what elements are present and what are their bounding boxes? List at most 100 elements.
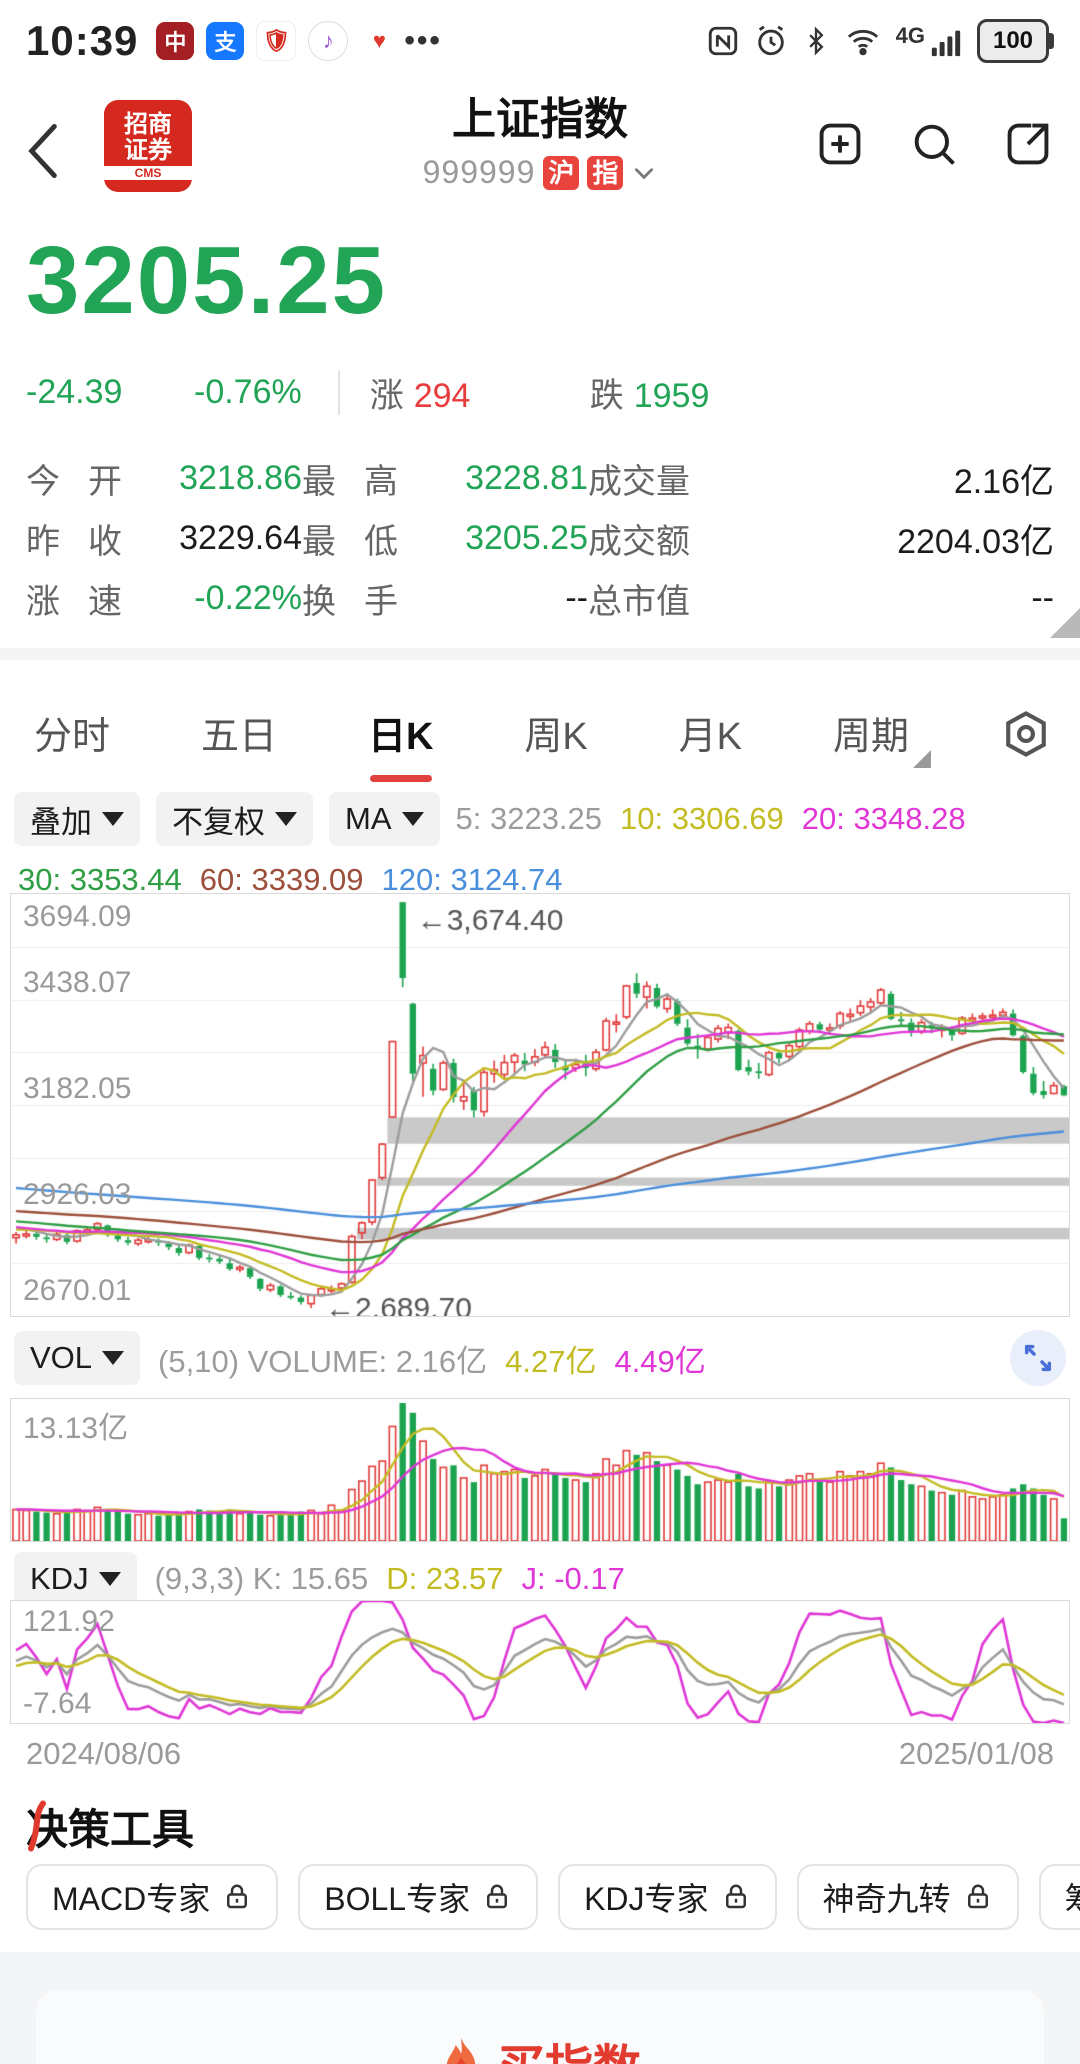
chevron-down-icon [635, 167, 654, 179]
tab-period[interactable]: 周期 [833, 705, 931, 768]
change-value: -24.39 [26, 373, 123, 411]
stat-label: 最高 [302, 462, 398, 501]
bank-app-icon: 中 [156, 22, 195, 60]
kdj-j-value: J: -0.17 [521, 1561, 625, 1596]
bluetooth-icon [802, 24, 830, 58]
stat-label: 成交量 [588, 462, 690, 501]
date-end: 2025/01/08 [898, 1736, 1054, 1771]
battery-icon: 100 [977, 19, 1054, 63]
notification-app-icons: 中 支 🛡 ♪ ♥ [156, 21, 399, 61]
share-button[interactable] [1002, 118, 1054, 170]
lock-icon [227, 1884, 248, 1909]
ma10-value: 10: 3306.69 [620, 801, 784, 836]
decision-tool-chips: MACD专家 BOLL专家 KDJ专家 神奇九转 筹码分布 [26, 1864, 1080, 1930]
candlestick-canvas[interactable] [11, 894, 1069, 1316]
decision-tools-accent [28, 1800, 46, 1852]
price-axis-label: 2926.03 [23, 1178, 132, 1211]
stat-label: 昨收 [26, 522, 122, 561]
stat-value-high: 3228.81 [465, 458, 588, 497]
ma20-value: 20: 3348.28 [801, 801, 966, 836]
fullscreen-button[interactable] [1010, 1330, 1066, 1386]
kdj-axis-max: 121.92 [23, 1605, 115, 1638]
kdj-canvas[interactable] [11, 1601, 1069, 1723]
chart-settings-button[interactable] [1000, 708, 1052, 760]
change-row: -24.39 -0.76% 涨 294 跌 1959 [26, 368, 1054, 417]
price-axis-label: 2670.01 [23, 1274, 132, 1307]
stat-label: 最低 [302, 522, 398, 561]
advancers: 涨 294 [369, 377, 471, 415]
caret-down-icon [401, 812, 424, 826]
date-start: 2024/08/06 [26, 1736, 182, 1771]
buy-index-card[interactable]: 买指数 [36, 1990, 1044, 2064]
stat-label: 成交额 [588, 522, 690, 561]
volume-chart-panel[interactable]: 13.13亿 [10, 1398, 1070, 1542]
overlay-dropdown[interactable]: 叠加 [14, 792, 140, 846]
stat-value-market-cap: -- [1031, 578, 1054, 617]
market-badge-sh: 沪 [543, 155, 580, 190]
expand-stats-handle[interactable] [1050, 608, 1080, 638]
volume-header: VOL (5,10) VOLUME: 2.16亿 4.27亿 4.49亿 [14, 1330, 1066, 1386]
period-tab-bar: 分时 五日 日K 周K 月K 周期 [0, 688, 1080, 780]
decliners: 跌 1959 [589, 377, 710, 415]
clock-time: 10:39 [26, 17, 139, 64]
signal-icon: 4G [896, 23, 963, 59]
back-button[interactable] [26, 122, 60, 180]
volume-current: (5,10) VOLUME: 2.16亿 [158, 1343, 488, 1379]
stat-value-volume: 2.16亿 [953, 462, 1054, 501]
price-axis-label: 3438.07 [23, 966, 132, 999]
cms-securities-logo[interactable]: 招商 证券 CMS [104, 100, 192, 192]
status-bar: 10:39 中 支 🛡 ♪ ♥ ••• 4G [0, 0, 1080, 82]
vol-dropdown[interactable]: VOL [14, 1331, 141, 1385]
app-header: 招商 证券 CMS 上证指数 999999 沪 指 [0, 92, 1080, 232]
tool-chip-nine-turns[interactable]: 神奇九转 [796, 1864, 1019, 1930]
tab-daily-k[interactable]: 日K [368, 705, 433, 764]
ma60-value: 60: 3339.09 [199, 862, 364, 897]
alarm-icon [754, 24, 788, 58]
caret-down-icon [98, 1572, 121, 1586]
stat-value-prev-close: 3229.64 [179, 518, 302, 557]
tool-chip-macd[interactable]: MACD专家 [26, 1864, 279, 1930]
stat-label: 今开 [26, 462, 122, 501]
stock-code-row[interactable]: 999999 沪 指 [0, 154, 1080, 191]
decision-tools-title: 决策工具 [26, 1796, 194, 1857]
kdj-k-value: (9,3,3) K: 15.65 [154, 1561, 369, 1596]
ma30-value: 30: 3353.44 [18, 862, 182, 897]
caret-down-icon [102, 1351, 125, 1365]
date-axis: 2024/08/06 2025/01/08 [0, 1736, 1080, 1772]
add-to-watchlist-button[interactable] [814, 118, 866, 170]
ma-dropdown[interactable]: MA [329, 792, 440, 846]
tool-chip-partial[interactable]: 筹码分布 [1038, 1864, 1080, 1930]
tab-five-day[interactable]: 五日 [200, 715, 277, 758]
tab-minute[interactable]: 分时 [34, 715, 111, 758]
ma120-value: 120: 3124.74 [381, 862, 563, 897]
wifi-icon [844, 24, 882, 58]
caret-down-icon [275, 812, 297, 826]
kdj-dropdown[interactable]: KDJ [14, 1552, 137, 1606]
tab-monthly-k[interactable]: 月K [678, 715, 743, 758]
volume-axis-max: 13.13亿 [23, 1412, 129, 1445]
caret-down-icon [102, 812, 124, 826]
stat-value-low: 3205.25 [465, 518, 588, 557]
health-app-icon: ♥ [360, 22, 399, 60]
kdj-chart-panel[interactable]: 121.92 -7.64 [10, 1600, 1070, 1724]
tool-chip-kdj[interactable]: KDJ专家 [558, 1864, 777, 1930]
adjust-dropdown[interactable]: 不复权 [156, 792, 313, 846]
shield-app-icon: 🛡 [256, 21, 297, 61]
alipay-app-icon: 支 [206, 22, 245, 60]
price-axis-label: 3182.05 [23, 1072, 132, 1105]
tab-weekly-k[interactable]: 周K [524, 715, 588, 758]
candlestick-chart-panel[interactable]: 3694.09 3438.07 3182.05 2926.03 2670.01 [10, 893, 1070, 1317]
lock-icon [967, 1884, 988, 1909]
page-title: 上证指数 [452, 95, 628, 144]
tool-chip-boll[interactable]: BOLL专家 [298, 1864, 539, 1930]
quote-stats-grid: 今开 3218.86 最高 3228.81 成交量 2.16亿 昨收 3229.… [0, 448, 1080, 628]
flame-icon [446, 2037, 476, 2064]
nfc-icon [706, 24, 740, 58]
volume-canvas[interactable] [11, 1399, 1069, 1541]
status-icons: 4G 100 [706, 19, 1054, 63]
divider [337, 370, 340, 415]
network-type-label: 4G [895, 23, 925, 48]
price-axis-label: 3694.09 [23, 900, 132, 933]
search-button[interactable] [908, 118, 960, 170]
kdj-header: KDJ (9,3,3) K: 15.65 D: 23.57 J: -0.17 [14, 1552, 625, 1606]
